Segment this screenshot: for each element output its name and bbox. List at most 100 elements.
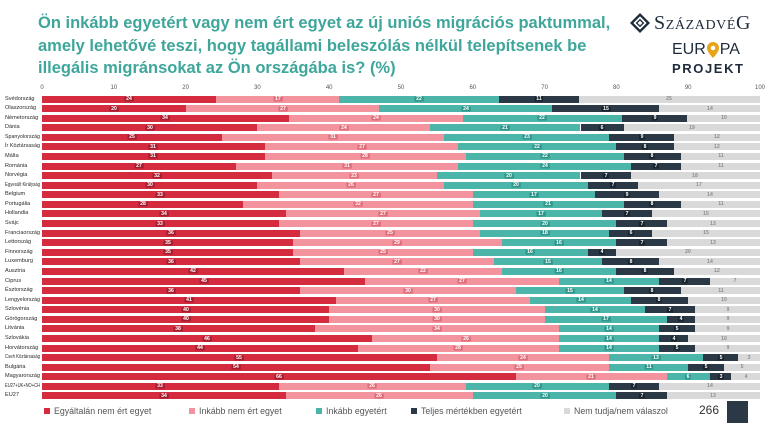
bar-segment	[637, 181, 760, 189]
data-label: 24	[339, 125, 349, 131]
data-label: 34	[159, 393, 169, 399]
brand-name: SzázadvéG	[654, 12, 752, 34]
data-label: 14	[604, 326, 614, 332]
legend-item: Nem tudja/nem válaszol	[564, 405, 668, 417]
data-label: 8	[641, 268, 649, 274]
data-label: 14	[575, 297, 586, 303]
bar-segment	[695, 344, 760, 352]
bar-segment	[724, 363, 760, 371]
category-label: Dánia	[5, 124, 20, 131]
bar-segment	[666, 239, 760, 247]
legend: Egyáltalán nem ért egyet Inkább nem ért …	[0, 405, 690, 417]
data-label: 27	[134, 163, 144, 169]
data-label: 22	[414, 96, 424, 102]
data-label: 13	[651, 355, 661, 361]
x-tick-label: 10	[110, 85, 118, 91]
data-label: 11	[717, 201, 724, 207]
data-label: 11	[717, 153, 724, 160]
category-label: Málta	[5, 152, 19, 159]
data-label: 7	[609, 182, 616, 188]
legend-item: Inkább nem ért egyet	[189, 405, 282, 417]
chart-title: Ön inkább egyetért vagy nem ért egyet az…	[38, 14, 611, 77]
data-label: 45	[199, 278, 209, 284]
data-label: 20	[685, 249, 692, 255]
category-label: Románia	[5, 162, 28, 169]
data-label: 34	[432, 326, 442, 332]
data-label: 4	[677, 316, 685, 322]
data-label: 4	[598, 249, 606, 255]
data-label: 27	[371, 220, 381, 227]
bar-segment	[659, 191, 760, 199]
legend-swatch	[44, 408, 50, 414]
data-label: 15	[601, 106, 611, 112]
bar-segment	[681, 162, 760, 170]
legend-swatch	[411, 408, 417, 414]
category-label: Olaszország	[5, 105, 37, 112]
data-label: 20	[540, 393, 550, 399]
category-label: Ciprus	[5, 277, 22, 284]
data-label: 34	[159, 211, 169, 217]
bar-segment	[688, 296, 760, 304]
data-label: 7	[631, 383, 638, 389]
data-label: 9	[726, 307, 730, 313]
data-label: 14	[604, 278, 614, 284]
data-label: 7	[638, 393, 645, 399]
legend-label: Inkább egyetért	[326, 406, 387, 416]
bar-segment	[695, 315, 760, 323]
x-tick-label: 80	[613, 85, 620, 91]
data-label: 8	[641, 144, 649, 150]
data-label: 11	[717, 163, 724, 169]
data-label: 21	[543, 201, 553, 207]
data-label: 26	[367, 383, 377, 389]
bar-segment	[616, 248, 760, 256]
bar-segment	[659, 258, 760, 266]
data-label: 3	[747, 355, 751, 361]
data-label: 14	[706, 192, 713, 198]
projekt-wordmark: PROJEKT	[672, 61, 745, 76]
data-label: 22	[540, 153, 550, 160]
bar-segment	[666, 392, 760, 400]
category-label: Finnország	[5, 248, 33, 255]
data-label: 13	[710, 220, 717, 227]
data-label: 21	[500, 125, 510, 131]
data-label: 40	[181, 307, 191, 313]
data-label: 7	[667, 307, 674, 313]
data-label: 31	[148, 153, 158, 160]
page-number: 266	[699, 403, 720, 417]
category-label: Lettország	[5, 239, 32, 246]
x-tick-label: 0	[40, 85, 44, 91]
page-badge	[727, 401, 748, 423]
data-label: 22	[537, 115, 547, 121]
data-label: 4	[670, 335, 677, 342]
data-label: 13	[710, 240, 717, 246]
data-label: 17	[696, 182, 702, 188]
data-label: 8	[649, 153, 656, 160]
data-label: 6	[685, 374, 692, 380]
data-label: 24	[518, 355, 528, 361]
data-label: 24	[124, 96, 134, 102]
data-label: 54	[231, 364, 241, 370]
x-tick-label: 100	[754, 85, 766, 91]
data-label: 33	[155, 383, 166, 389]
data-label: 8	[627, 259, 634, 265]
data-label: 16	[554, 240, 564, 246]
data-label: 30	[145, 125, 155, 131]
data-label: 29	[392, 240, 402, 246]
bar-segment	[681, 152, 760, 160]
data-label: 35	[163, 240, 173, 246]
category-label: Ausztria	[5, 267, 26, 274]
data-label: 33	[155, 192, 166, 198]
data-label: 9	[624, 192, 631, 198]
legend-item: Teljes mértékben egyetért	[411, 405, 522, 417]
category-label: EU27+UK+NO+CH	[5, 382, 40, 389]
category-label: Lengyelország	[5, 296, 40, 303]
data-label: 20	[109, 106, 119, 112]
data-label: 9	[651, 115, 658, 121]
data-label: 30	[432, 307, 442, 313]
map-pin-icon	[706, 42, 719, 58]
category-label: Görögország	[5, 315, 38, 322]
data-label: 17	[529, 192, 539, 198]
data-label: 3	[717, 374, 724, 380]
data-label: 26	[346, 182, 356, 188]
data-label: 18	[692, 173, 699, 179]
